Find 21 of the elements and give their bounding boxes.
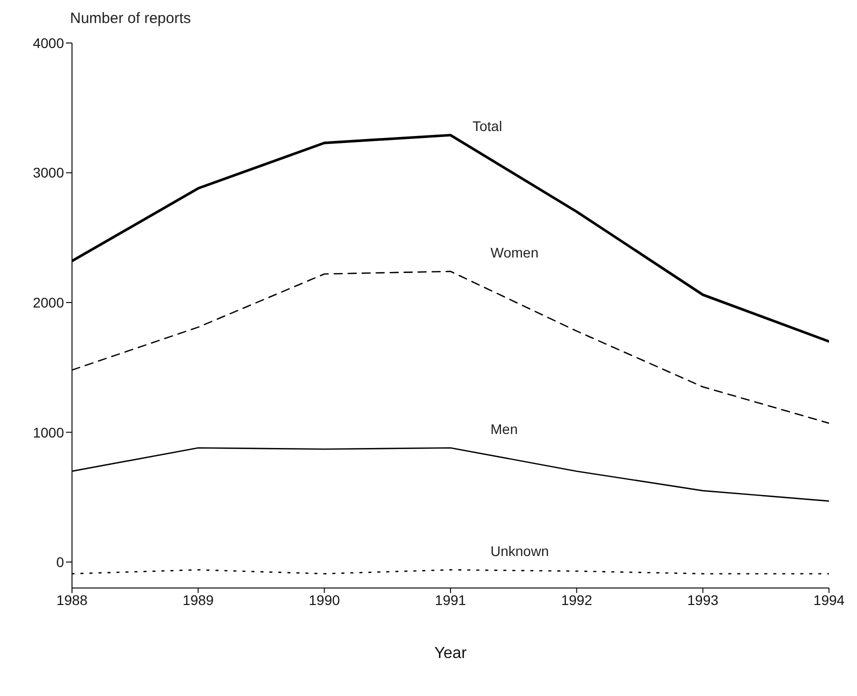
x-tick-label: 1992: [561, 592, 592, 608]
y-tick-label: 4000: [32, 34, 64, 51]
y-tick-label: 3000: [32, 164, 64, 181]
x-tick-label: 1989: [182, 592, 214, 608]
line-series: [72, 270, 829, 424]
x-tick-label: 1993: [687, 592, 719, 608]
line-series: [72, 134, 829, 343]
series-label: Total: [472, 118, 502, 134]
y-tick-label: 2000: [32, 294, 64, 310]
x-tick-label: 1990: [308, 592, 340, 608]
y-axis-title: Number of reports: [70, 10, 191, 27]
x-tick-label: 1988: [56, 592, 88, 608]
series-label: Women: [490, 244, 538, 260]
x-tick-label: 1994: [813, 592, 845, 608]
x-axis-title: Year: [434, 645, 468, 662]
x-tick-label: 1991: [434, 592, 466, 608]
y-tick-label: 0: [56, 554, 64, 570]
series-label: Men: [490, 420, 518, 437]
line-series: [72, 447, 829, 502]
y-tick-label: 1000: [32, 424, 64, 440]
series-label: Unknown: [490, 542, 549, 559]
